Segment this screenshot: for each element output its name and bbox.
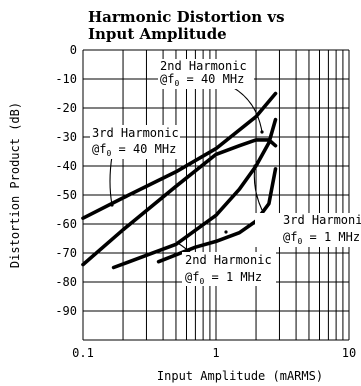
series-annotation-text: 2nd Harmonic [160,59,247,73]
x-tick-label: 0.1 [72,346,94,360]
series-annotation-text: 3rd Harmonic [92,126,179,140]
x-tick-label: 10 [342,346,356,360]
annotation-background [158,59,254,89]
annotation-background [255,213,350,247]
y-tick-label: -30 [55,130,77,144]
y-tick-label: 0 [70,43,77,57]
series-line-2 [81,138,278,267]
series-annotation-text: 3rd Harmonic [283,213,361,227]
annotation-leader-line [253,165,263,211]
y-tick-label: -50 [55,188,77,202]
annotation-leaders [109,78,264,255]
annotation-background [90,125,180,159]
chart-title-line-2: Input Amplitude [88,25,227,43]
series-annotation-text: @f0 = 40 MHz [92,142,176,158]
series-lines [81,91,278,270]
annotation-leader-tip [253,164,257,168]
y-tick-label: -90 [55,304,77,318]
annotation-leader-tip [260,130,264,134]
series-annotation-text: @f0 = 1 MHz [185,270,262,286]
chart-title-line-1: Harmonic Distortion vs [88,8,285,26]
series-annotation-text: 2nd Harmonic [185,253,272,267]
annotation-leader-tip [224,230,228,234]
x-tick-label: 1 [212,346,219,360]
annotation-leader-line [109,155,113,206]
annotation-leader-tip [110,203,114,207]
y-axis-label: Distortion Product (dB) [8,102,22,268]
series-line-3 [111,117,278,270]
y-tick-label: -20 [55,101,77,115]
annotation-background [182,252,276,286]
y-tick-label: -80 [55,275,77,289]
series-annotation-text: @f0 = 40 MHz [160,72,244,88]
annotation-leader-line [175,242,193,255]
y-tick-label: -40 [55,159,77,173]
axis-tick-labels: 0 -10 -20 -30 -40 -50 -60 -70 -80 -90 0.1 1 10 [55,43,356,360]
y-tick-label: -70 [55,246,77,260]
series-line-4 [156,167,278,264]
x-axis-label: Input Amplitude (mARMS) [157,369,323,383]
series-annotation-text: @f0 = 1 MHz [283,230,360,246]
y-tick-label: -10 [55,72,77,86]
series-line-1 [81,91,278,220]
plot-grid [82,49,350,341]
y-tick-label: -60 [55,217,77,231]
